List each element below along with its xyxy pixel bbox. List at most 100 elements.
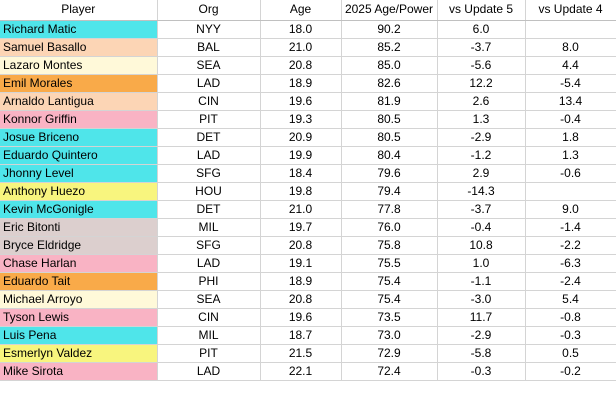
age-cell[interactable]: 19.6	[260, 308, 342, 327]
org-cell[interactable]: SEA	[157, 56, 261, 75]
org-cell[interactable]: LAD	[157, 362, 261, 381]
power-cell[interactable]: 75.4	[341, 290, 438, 309]
vs-update-5-cell[interactable]: -5.8	[437, 344, 526, 363]
player-cell[interactable]: Jhonny Level	[0, 164, 158, 183]
power-cell[interactable]: 73.5	[341, 308, 438, 327]
org-cell[interactable]: SFG	[157, 236, 261, 255]
vs-update-4-cell[interactable]: -0.2	[525, 362, 616, 381]
player-cell[interactable]: Kevin McGonigle	[0, 200, 158, 219]
power-cell[interactable]: 80.5	[341, 128, 438, 147]
power-cell[interactable]: 75.4	[341, 272, 438, 291]
vs-update-5-cell[interactable]: -2.9	[437, 128, 526, 147]
age-cell[interactable]: 18.9	[260, 272, 342, 291]
power-cell[interactable]: 77.8	[341, 200, 438, 219]
vs-update-4-cell[interactable]: 5.4	[525, 290, 616, 309]
player-cell[interactable]: Josue Briceno	[0, 128, 158, 147]
vs-update-4-cell[interactable]: -0.6	[525, 164, 616, 183]
header-vs-update-4[interactable]: vs Update 4	[525, 0, 616, 21]
vs-update-5-cell[interactable]: 1.0	[437, 254, 526, 273]
power-cell[interactable]: 90.2	[341, 20, 438, 39]
vs-update-5-cell[interactable]: -0.4	[437, 218, 526, 237]
org-cell[interactable]: CIN	[157, 92, 261, 111]
org-cell[interactable]: SEA	[157, 290, 261, 309]
vs-update-5-cell[interactable]: 12.2	[437, 74, 526, 93]
player-cell[interactable]: Arnaldo Lantigua	[0, 92, 158, 111]
vs-update-5-cell[interactable]: -3.7	[437, 200, 526, 219]
player-cell[interactable]: Chase Harlan	[0, 254, 158, 273]
player-cell[interactable]: Emil Morales	[0, 74, 158, 93]
age-cell[interactable]: 22.1	[260, 362, 342, 381]
player-cell[interactable]: Lazaro Montes	[0, 56, 158, 75]
org-cell[interactable]: CIN	[157, 308, 261, 327]
power-cell[interactable]: 76.0	[341, 218, 438, 237]
vs-update-4-cell[interactable]	[525, 20, 616, 39]
power-cell[interactable]: 75.5	[341, 254, 438, 273]
vs-update-4-cell[interactable]: -0.8	[525, 308, 616, 327]
org-cell[interactable]: DET	[157, 200, 261, 219]
org-cell[interactable]: BAL	[157, 38, 261, 57]
header-player[interactable]: Player	[0, 0, 158, 21]
power-cell[interactable]: 72.4	[341, 362, 438, 381]
vs-update-5-cell[interactable]: -5.6	[437, 56, 526, 75]
vs-update-4-cell[interactable]: 0.5	[525, 344, 616, 363]
vs-update-4-cell[interactable]	[525, 182, 616, 201]
org-cell[interactable]: HOU	[157, 182, 261, 201]
vs-update-4-cell[interactable]: 1.3	[525, 146, 616, 165]
vs-update-4-cell[interactable]: -2.4	[525, 272, 616, 291]
vs-update-5-cell[interactable]: -1.2	[437, 146, 526, 165]
header-vs-update-5[interactable]: vs Update 5	[437, 0, 526, 21]
header-power[interactable]: 2025 Age/Power	[341, 0, 438, 21]
vs-update-4-cell[interactable]: 8.0	[525, 38, 616, 57]
age-cell[interactable]: 21.0	[260, 38, 342, 57]
power-cell[interactable]: 80.4	[341, 146, 438, 165]
org-cell[interactable]: LAD	[157, 74, 261, 93]
org-cell[interactable]: DET	[157, 128, 261, 147]
header-org[interactable]: Org	[157, 0, 261, 21]
age-cell[interactable]: 18.9	[260, 74, 342, 93]
age-cell[interactable]: 19.8	[260, 182, 342, 201]
vs-update-4-cell[interactable]: 13.4	[525, 92, 616, 111]
player-cell[interactable]: Michael Arroyo	[0, 290, 158, 309]
power-cell[interactable]: 80.5	[341, 110, 438, 129]
player-cell[interactable]: Luis Pena	[0, 326, 158, 345]
power-cell[interactable]: 85.0	[341, 56, 438, 75]
age-cell[interactable]: 20.8	[260, 236, 342, 255]
vs-update-5-cell[interactable]: -0.3	[437, 362, 526, 381]
org-cell[interactable]: MIL	[157, 326, 261, 345]
vs-update-5-cell[interactable]: 2.9	[437, 164, 526, 183]
vs-update-5-cell[interactable]: 2.6	[437, 92, 526, 111]
power-cell[interactable]: 79.6	[341, 164, 438, 183]
org-cell[interactable]: LAD	[157, 146, 261, 165]
player-cell[interactable]: Eduardo Tait	[0, 272, 158, 291]
vs-update-5-cell[interactable]: 10.8	[437, 236, 526, 255]
power-cell[interactable]: 85.2	[341, 38, 438, 57]
age-cell[interactable]: 19.9	[260, 146, 342, 165]
power-cell[interactable]: 79.4	[341, 182, 438, 201]
org-cell[interactable]: NYY	[157, 20, 261, 39]
vs-update-4-cell[interactable]: -0.3	[525, 326, 616, 345]
player-cell[interactable]: Anthony Huezo	[0, 182, 158, 201]
vs-update-4-cell[interactable]: -5.4	[525, 74, 616, 93]
age-cell[interactable]: 20.8	[260, 290, 342, 309]
player-cell[interactable]: Samuel Basallo	[0, 38, 158, 57]
age-cell[interactable]: 19.6	[260, 92, 342, 111]
player-cell[interactable]: Tyson Lewis	[0, 308, 158, 327]
vs-update-5-cell[interactable]: -3.7	[437, 38, 526, 57]
org-cell[interactable]: MIL	[157, 218, 261, 237]
vs-update-4-cell[interactable]: -6.3	[525, 254, 616, 273]
vs-update-5-cell[interactable]: -2.9	[437, 326, 526, 345]
player-cell[interactable]: Bryce Eldridge	[0, 236, 158, 255]
age-cell[interactable]: 20.9	[260, 128, 342, 147]
org-cell[interactable]: PIT	[157, 110, 261, 129]
vs-update-4-cell[interactable]: 9.0	[525, 200, 616, 219]
vs-update-5-cell[interactable]: -3.0	[437, 290, 526, 309]
player-cell[interactable]: Eric Bitonti	[0, 218, 158, 237]
power-cell[interactable]: 73.0	[341, 326, 438, 345]
vs-update-4-cell[interactable]: -0.4	[525, 110, 616, 129]
age-cell[interactable]: 18.0	[260, 20, 342, 39]
power-cell[interactable]: 72.9	[341, 344, 438, 363]
player-cell[interactable]: Richard Matic	[0, 20, 158, 39]
age-cell[interactable]: 21.0	[260, 200, 342, 219]
age-cell[interactable]: 21.5	[260, 344, 342, 363]
header-age[interactable]: Age	[260, 0, 342, 21]
